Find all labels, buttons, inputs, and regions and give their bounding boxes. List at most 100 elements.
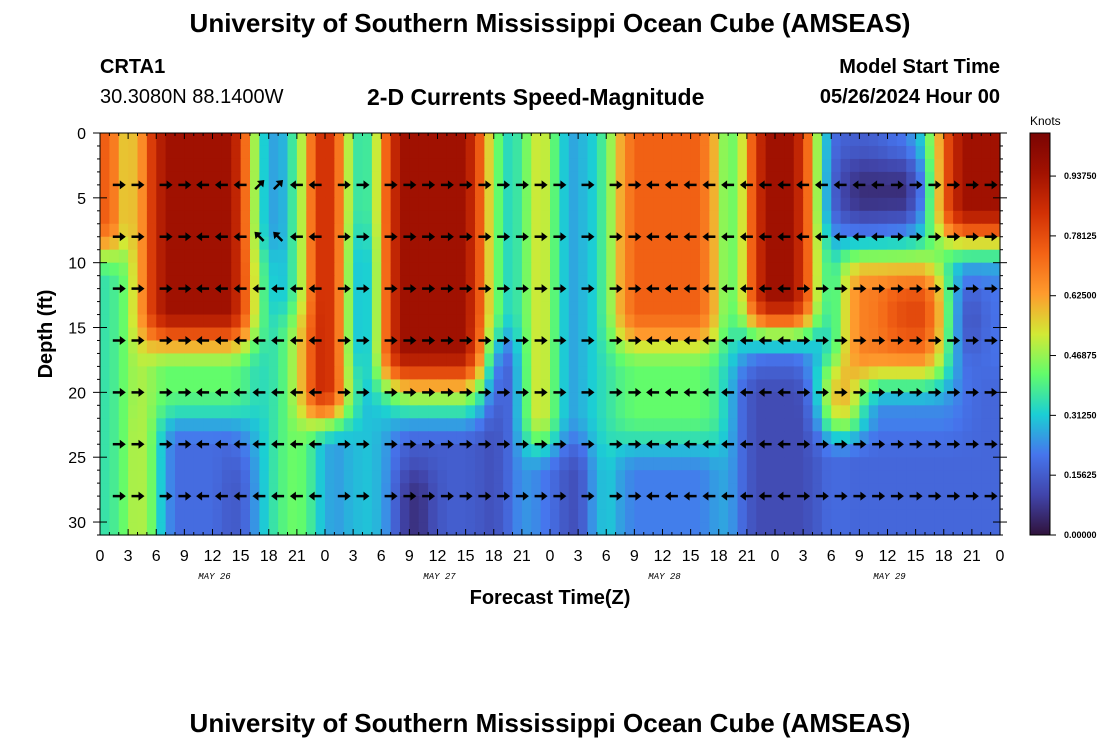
heatmap-cell <box>925 509 935 523</box>
heatmap-cell <box>409 405 420 419</box>
heatmap-cell <box>878 145 889 160</box>
heatmap-cell <box>887 444 898 458</box>
heatmap-cell <box>512 223 523 238</box>
x-axis-label: Forecast Time(Z) <box>470 587 631 609</box>
heatmap-cell <box>212 405 223 419</box>
heatmap-cell <box>212 418 223 432</box>
heatmap-cell <box>325 184 335 199</box>
heatmap-cell <box>475 210 485 225</box>
heatmap-cell <box>231 145 242 160</box>
heatmap-cell <box>240 327 251 342</box>
heatmap-cell <box>390 158 401 173</box>
heatmap-cell <box>934 249 945 264</box>
heatmap-cell <box>484 366 495 380</box>
heatmap-cell <box>109 275 120 290</box>
heatmap-cell <box>906 275 917 290</box>
heatmap-cell <box>925 418 935 432</box>
heatmap-cell <box>812 522 823 536</box>
heatmap-cell <box>118 171 129 186</box>
heatmap-cell <box>493 431 504 445</box>
heatmap-cell <box>643 145 654 160</box>
heatmap-cell <box>587 405 598 419</box>
heatmap-cell <box>456 314 467 329</box>
heatmap-cell <box>662 314 673 329</box>
heatmap-cell <box>934 288 945 303</box>
heatmap-cell <box>831 483 842 497</box>
heatmap-cell <box>934 301 945 316</box>
heatmap-cell <box>981 379 992 393</box>
heatmap-cell <box>953 483 964 497</box>
heatmap-cell <box>868 379 879 393</box>
heatmap-cell <box>343 197 354 212</box>
heatmap-cell <box>587 379 598 393</box>
heatmap-cell <box>559 223 570 238</box>
heatmap-cell <box>728 379 739 393</box>
heatmap-cell <box>165 418 176 432</box>
heatmap-cell <box>484 340 495 355</box>
heatmap-cell <box>306 496 317 510</box>
heatmap-cell <box>521 236 532 251</box>
heatmap-cell <box>896 171 907 186</box>
heatmap-cell <box>259 457 270 471</box>
heatmap-cell <box>878 366 889 380</box>
heatmap-cell <box>428 184 439 199</box>
heatmap-cell <box>175 223 185 238</box>
current-vector <box>459 439 473 449</box>
heatmap-cell <box>296 392 307 406</box>
heatmap-cell <box>193 158 204 173</box>
heatmap-cell <box>756 275 767 290</box>
heatmap-cell <box>250 483 260 497</box>
heatmap-cell <box>812 470 823 484</box>
current-vector <box>721 491 735 501</box>
heatmap-cell <box>531 275 542 290</box>
heatmap-cell <box>456 379 467 393</box>
heatmap-cell <box>381 171 392 186</box>
current-vector <box>739 491 753 501</box>
heatmap-cell <box>306 418 317 432</box>
heatmap-cell <box>521 288 532 303</box>
current-vector <box>814 180 828 190</box>
heatmap-cell <box>812 444 823 458</box>
heatmap-cell <box>550 418 560 432</box>
heatmap-cell <box>400 158 410 173</box>
heatmap-cell <box>934 470 945 484</box>
heatmap-cell <box>240 301 251 316</box>
heatmap-cell <box>512 431 523 445</box>
colorbar-gradient <box>1029 132 1051 536</box>
heatmap-cell <box>428 483 439 497</box>
heatmap-cell <box>446 158 457 173</box>
heatmap-cell <box>118 522 129 536</box>
heatmap-cell <box>587 418 598 432</box>
heatmap-cell <box>137 184 148 199</box>
heatmap-cell <box>240 197 251 212</box>
heatmap-cell <box>156 392 167 406</box>
heatmap-cell <box>240 431 251 445</box>
current-vector <box>214 387 228 397</box>
heatmap-cell <box>615 444 626 458</box>
heatmap-cell <box>325 392 335 406</box>
heatmap-cell <box>803 483 814 497</box>
heatmap-cell <box>662 210 673 225</box>
heatmap-cell <box>446 236 457 251</box>
heatmap-cell <box>700 509 710 523</box>
heatmap-cell <box>456 431 467 445</box>
heatmap-cell <box>250 496 260 510</box>
heatmap-cell <box>296 418 307 432</box>
heatmap-cell <box>709 133 720 147</box>
heatmap-cell <box>118 223 129 238</box>
heatmap-cell <box>165 223 176 238</box>
heatmap-cell <box>925 249 935 264</box>
heatmap-cell <box>400 314 410 329</box>
heatmap-cell <box>746 405 757 419</box>
heatmap-cell <box>418 171 429 186</box>
heatmap-cell <box>212 249 223 264</box>
heatmap-cell <box>109 301 120 316</box>
heatmap-cell <box>887 145 898 160</box>
heatmap-cell <box>681 457 692 471</box>
current-vector <box>664 387 678 397</box>
heatmap-cell <box>887 249 898 264</box>
heatmap-cell <box>906 301 917 316</box>
heatmap-cell <box>671 223 682 238</box>
current-vectors <box>112 179 998 501</box>
heatmap-cell <box>212 133 223 147</box>
